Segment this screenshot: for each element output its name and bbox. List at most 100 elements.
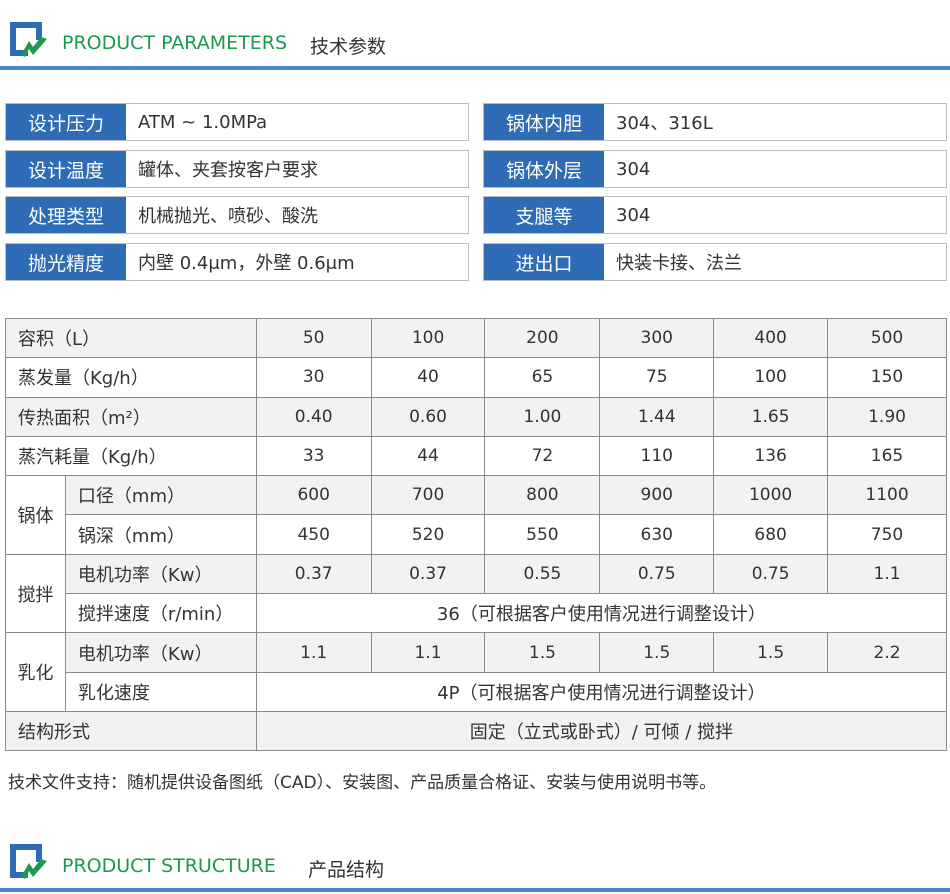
table-row: 乳化 电机功率（Kw） 1.1 1.1 1.5 1.5 1.5 2.2 <box>5 632 947 712</box>
value-cell: 136 <box>713 435 829 477</box>
value-cell: 1.00 <box>484 396 601 437</box>
value-cell: 30 <box>255 357 372 398</box>
row-label: 搅拌速度（r/min） <box>64 593 257 634</box>
brand-logo-icon <box>10 844 47 879</box>
value-cell: 1.90 <box>827 396 947 437</box>
value-cell: 1.1 <box>255 632 372 673</box>
value-cell: 500 <box>827 317 947 359</box>
table-row: 搅拌 电机功率（Kw） 0.37 0.37 0.55 0.75 0.75 1.1 <box>5 553 947 634</box>
table-row: 蒸发量（Kg/h） 30 40 65 75 100 150 <box>5 357 947 398</box>
value-cell: 300 <box>599 317 715 359</box>
value-cell: 65 <box>484 357 601 398</box>
value-cell: 33 <box>255 435 372 477</box>
spec-label: 锅体内胆 <box>484 104 604 140</box>
row-label: 口径（mm） <box>64 475 257 516</box>
value-cell: 0.40 <box>255 396 372 437</box>
value-cell: 100 <box>713 357 829 398</box>
value-cell: 100 <box>370 317 486 359</box>
value-cell: 110 <box>599 435 715 477</box>
section-title-cn: 产品结构 <box>308 859 385 881</box>
section-header-parameters: PRODUCT PARAMETERS 技术参数 <box>0 14 950 84</box>
spec-label: 进出口 <box>484 244 604 280</box>
spec-value: 内壁 0.4μm，外壁 0.6μm <box>138 253 355 274</box>
row-label: 锅深（mm） <box>64 514 257 555</box>
row-group-label: 搅拌 <box>5 553 66 634</box>
spec-row: 锅体内胆 304、316L <box>483 103 947 141</box>
spec-value: 快装卡接、法兰 <box>616 253 742 274</box>
row-label: 电机功率（Kw） <box>64 553 257 595</box>
row-label: 蒸汽耗量（Kg/h） <box>5 435 257 477</box>
row-label: 容积（L） <box>5 317 257 359</box>
value-cell: 400 <box>713 317 829 359</box>
merged-value-cell: 4P（可根据客户使用情况进行调整设计） <box>255 671 948 712</box>
table-row: 传热面积（m²） 0.40 0.60 1.00 1.44 1.65 1.90 <box>5 396 947 437</box>
table-row: 锅体 口径（mm） 600 700 800 900 1000 1100 <box>5 475 947 555</box>
section-title-en: PRODUCT PARAMETERS <box>62 32 288 54</box>
value-cell: 0.60 <box>370 396 486 437</box>
spec-row: 处理类型 机械抛光、喷砂、酸洗 <box>5 196 469 234</box>
value-cell: 0.75 <box>713 553 829 595</box>
spec-label: 处理类型 <box>6 197 126 233</box>
value-cell: 700 <box>370 475 486 516</box>
header-divider <box>0 66 950 70</box>
row-label: 传热面积（m²） <box>5 396 257 437</box>
spec-value: 304、316L <box>616 113 713 134</box>
value-cell: 800 <box>484 475 601 516</box>
spec-row: 锅体外层 304 <box>483 150 947 188</box>
spec-row: 设计压力 ATM ~ 1.0MPa <box>5 103 469 141</box>
spec-value: 304 <box>616 158 651 180</box>
spec-value: 304 <box>616 204 651 226</box>
table-row: 乳化速度 4P（可根据客户使用情况进行调整设计） <box>6 671 948 712</box>
spec-value: 罐体、夹套按客户要求 <box>138 160 318 181</box>
value-cell: 165 <box>827 435 947 477</box>
spec-label: 抛光精度 <box>6 244 126 280</box>
brand-logo-icon <box>10 22 47 57</box>
value-cell: 1.65 <box>713 396 829 437</box>
table-row: 锅深（mm） 450 520 550 630 680 750 <box>6 514 947 555</box>
value-cell: 0.75 <box>599 553 715 595</box>
spec-label: 设计温度 <box>6 151 126 187</box>
value-cell: 1000 <box>713 475 829 516</box>
spec-value: 机械抛光、喷砂、酸洗 <box>138 206 318 227</box>
technical-documents-note: 技术文件支持：随机提供设备图纸（CAD）、安装图、产品质量合格证、安装与使用说明… <box>8 773 717 793</box>
value-cell: 1.5 <box>713 632 829 673</box>
value-cell: 520 <box>370 514 486 555</box>
table-row: 容积（L） 50 100 200 300 400 500 <box>5 317 947 359</box>
row-group-label: 乳化 <box>5 632 66 712</box>
spec-row: 抛光精度 内壁 0.4μm，外壁 0.6μm <box>5 243 469 281</box>
value-cell: 40 <box>370 357 486 398</box>
value-cell: 600 <box>255 475 372 516</box>
value-cell: 1.5 <box>599 632 715 673</box>
value-cell: 72 <box>484 435 601 477</box>
spec-value: ATM ~ 1.0MPa <box>138 111 268 133</box>
value-cell: 550 <box>484 514 601 555</box>
spec-label: 设计压力 <box>6 104 126 140</box>
spec-row: 设计温度 罐体、夹套按客户要求 <box>5 150 469 188</box>
spec-label: 锅体外层 <box>484 151 604 187</box>
value-cell: 1.44 <box>599 396 715 437</box>
parameter-table: 容积（L） 50 100 200 300 400 500 蒸发量（Kg/h） 30 40 65 75 1… <box>5 317 948 752</box>
merged-value-cell: 固定（立式或卧式）/ 可倾 / 搅拌 <box>255 710 948 752</box>
table-row: 结构形式 固定（立式或卧式）/ 可倾 / 搅拌 <box>5 710 948 752</box>
value-cell: 630 <box>599 514 715 555</box>
value-cell: 680 <box>713 514 829 555</box>
value-cell: 1100 <box>827 475 947 516</box>
value-cell: 0.37 <box>255 553 372 595</box>
value-cell: 750 <box>827 514 947 555</box>
table-row: 搅拌速度（r/min） 36（可根据客户使用情况进行调整设计） <box>6 593 948 634</box>
row-label: 乳化速度 <box>64 671 257 712</box>
value-cell: 0.37 <box>370 553 486 595</box>
section-title-cn: 技术参数 <box>310 36 387 58</box>
value-cell: 44 <box>370 435 486 477</box>
value-cell: 900 <box>599 475 715 516</box>
row-label: 电机功率（Kw） <box>64 632 257 673</box>
section-header-structure: PRODUCT STRUCTURE 产品结构 <box>0 836 950 894</box>
value-cell: 75 <box>599 357 715 398</box>
table-row: 蒸汽耗量（Kg/h） 33 44 72 110 136 165 <box>5 435 947 477</box>
spec-label: 支腿等 <box>484 197 604 233</box>
row-group-label: 锅体 <box>5 475 66 555</box>
header-divider <box>0 888 950 892</box>
spec-row: 进出口 快装卡接、法兰 <box>483 243 947 281</box>
value-cell: 1.1 <box>370 632 486 673</box>
